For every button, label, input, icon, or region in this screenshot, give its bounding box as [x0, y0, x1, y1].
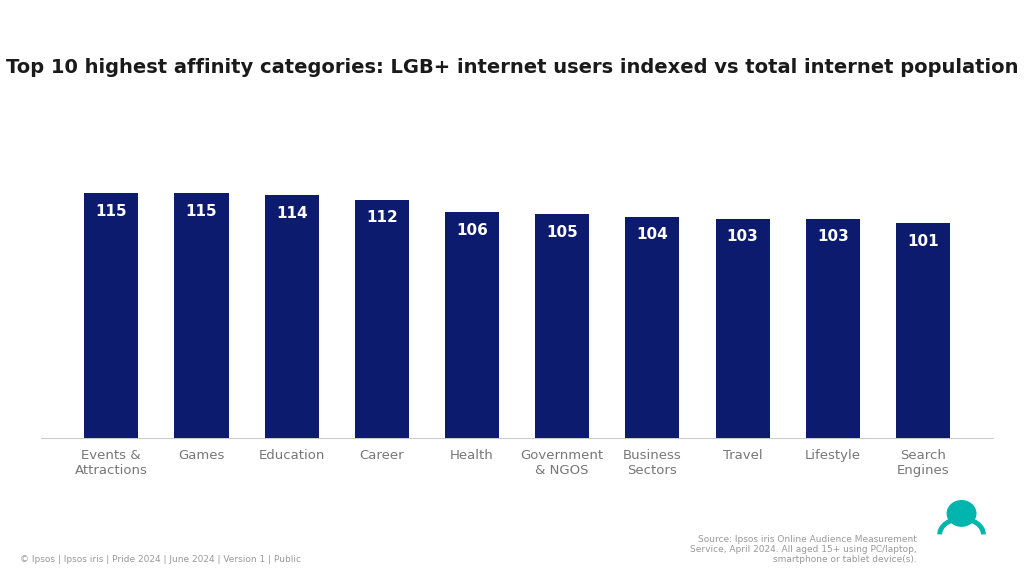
Text: 105: 105 [547, 225, 579, 240]
Bar [536, 214, 589, 438]
Text: 103: 103 [817, 229, 849, 244]
Bar [626, 217, 680, 438]
Bar [445, 213, 499, 438]
Bar [84, 193, 138, 438]
Circle shape [947, 501, 976, 526]
Bar [716, 219, 770, 438]
Bar [896, 223, 950, 438]
Text: Top 10 highest affinity categories: LGB+ internet users indexed vs total interne: Top 10 highest affinity categories: LGB+… [6, 58, 1018, 77]
Text: © Ipsos | Ipsos iris | Pride 2024 | June 2024 | Version 1 | Public: © Ipsos | Ipsos iris | Pride 2024 | June… [20, 555, 301, 564]
Text: 115: 115 [95, 204, 127, 219]
Bar [354, 199, 409, 438]
Text: Source: Ipsos iris Online Audience Measurement
Service, April 2024. All aged 15+: Source: Ipsos iris Online Audience Measu… [690, 535, 916, 564]
Text: 101: 101 [907, 234, 939, 249]
Text: 112: 112 [366, 210, 397, 225]
Text: Ipsos: Ipsos [943, 547, 980, 560]
Text: 106: 106 [456, 223, 488, 238]
Bar [264, 195, 318, 438]
Text: 103: 103 [727, 229, 759, 244]
Text: 115: 115 [185, 204, 217, 219]
Bar [174, 193, 228, 438]
Bar [806, 219, 860, 438]
Text: 114: 114 [275, 206, 307, 221]
Text: 104: 104 [637, 227, 669, 242]
